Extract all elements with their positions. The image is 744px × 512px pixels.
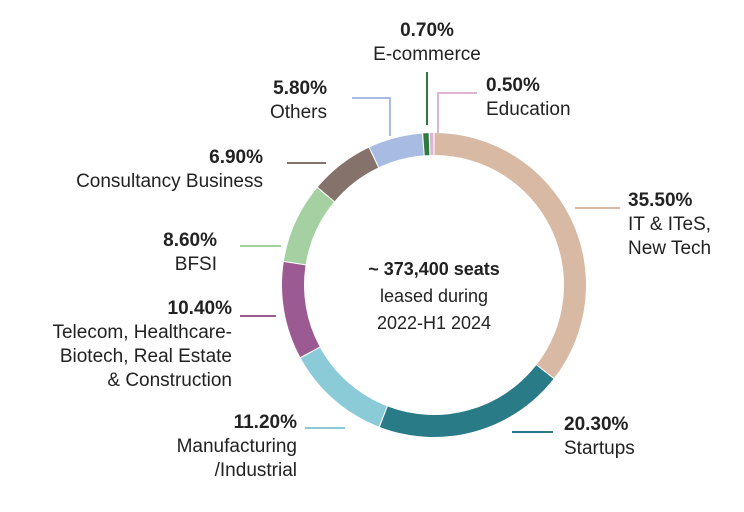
slice-bfsi [283, 187, 334, 265]
center-text-line-1: ~ 373,400 seats [368, 259, 500, 279]
slice-label-telecom-healthcare-biotech-real-estate-construction: Biotech, Real Estate [60, 346, 232, 367]
slice-label-telecom-healthcare-biotech-real-estate-construction: Telecom, Healthcare- [52, 322, 232, 343]
slice-label-e-commerce: E-commerce [373, 44, 481, 65]
slice-label-it-ites-new-tech: IT & ITeS, [628, 214, 711, 235]
slice-percent-it-ites-new-tech: 35.50% [628, 190, 693, 211]
slice-label-manufacturing-industrial: /Industrial [215, 460, 297, 481]
slice-it-ites-new-tech [434, 133, 586, 378]
slice-label-telecom-healthcare-biotech-real-estate-construction: & Construction [107, 370, 232, 391]
slice-percent-education: 0.50% [486, 75, 540, 96]
slice-label-consultancy-business: Consultancy Business [76, 171, 263, 192]
slice-label-it-ites-new-tech: New Tech [628, 238, 711, 259]
leader-line-others [352, 97, 391, 136]
slice-startups [379, 365, 554, 437]
slice-others [369, 133, 424, 168]
center-text-line-3: 2022-H1 2024 [377, 313, 491, 333]
slice-percent-e-commerce: 0.70% [400, 20, 454, 41]
slice-percent-others: 5.80% [273, 78, 327, 99]
slice-telecom-healthcare-biotech-real-estate-construction [282, 262, 320, 358]
slice-percent-consultancy-business: 6.90% [209, 147, 263, 168]
slice-education [429, 133, 434, 156]
slice-label-education: Education [486, 99, 571, 120]
slice-label-bfsi: BFSI [175, 254, 217, 275]
slice-label-manufacturing-industrial: Manufacturing [177, 436, 297, 457]
slice-percent-telecom-healthcare-biotech-real-estate-construction: 10.40% [168, 298, 233, 319]
slice-percent-startups: 20.30% [564, 414, 629, 435]
slice-percent-manufacturing-industrial: 11.20% [234, 412, 297, 433]
leader-line-education [437, 92, 477, 133]
center-text-line-2: leased during [380, 286, 488, 306]
slice-consultancy-business [317, 147, 379, 202]
slice-manufacturing-industrial [300, 347, 387, 427]
slice-label-startups: Startups [564, 438, 635, 459]
slice-label-others: Others [270, 102, 327, 123]
slice-percent-bfsi: 8.60% [163, 230, 217, 251]
slice-e-commerce [423, 133, 430, 156]
